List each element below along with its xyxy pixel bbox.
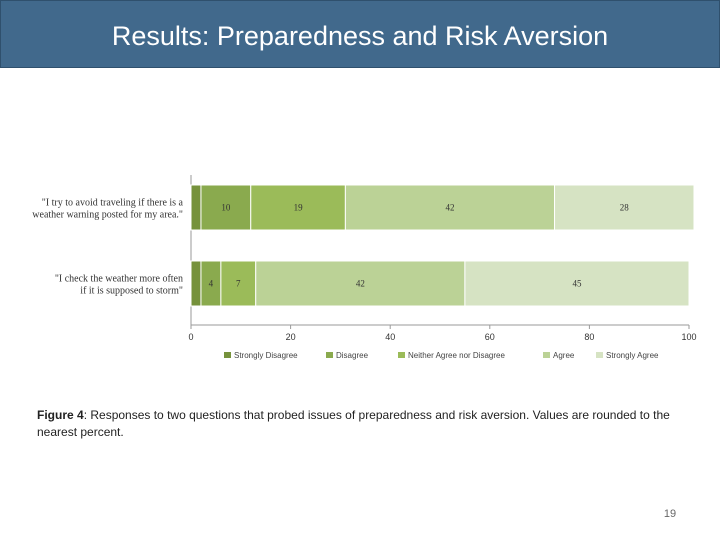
bar-segment xyxy=(190,184,202,231)
bar-value-label: 7 xyxy=(236,279,241,289)
bar-segment xyxy=(200,184,252,231)
bar-value-label: 10 xyxy=(221,203,231,213)
x-tick-label: 80 xyxy=(584,332,594,342)
x-tick-label: 40 xyxy=(385,332,395,342)
slide-title-bar: Results: Preparedness and Risk Aversion xyxy=(0,0,720,68)
page-number: 19 xyxy=(663,508,677,520)
bar-segment xyxy=(554,184,695,231)
category-label: "I try to avoid traveling if there is a xyxy=(42,198,184,209)
bar-value-label: 4 xyxy=(209,279,214,289)
bar-value-label: 45 xyxy=(572,279,582,289)
legend-swatch xyxy=(596,352,603,358)
legend-swatch xyxy=(326,352,333,358)
x-tick-label: 100 xyxy=(681,332,696,342)
bar-segment xyxy=(220,260,257,307)
category-label: if it is supposed to storm" xyxy=(80,286,183,297)
x-tick-label: 60 xyxy=(485,332,495,342)
legend-label: Strongly Disagree xyxy=(234,351,298,360)
caption-text: : Responses to two questions that probed… xyxy=(37,408,670,439)
x-tick-label: 0 xyxy=(188,332,193,342)
bar-segment xyxy=(255,260,466,307)
legend-swatch xyxy=(543,352,550,358)
stacked-bar-chart: 10 19 42 28 "I try to avoid traveling if the… xyxy=(32,175,697,360)
legend-label: Agree xyxy=(553,351,575,360)
bar-segment xyxy=(250,184,346,231)
figure-caption: Figure 4: Responses to two questions tha… xyxy=(37,407,697,441)
bar-segment xyxy=(464,260,690,307)
legend-label: Disagree xyxy=(336,351,369,360)
bar-value-label: 42 xyxy=(445,203,454,213)
x-tick-label: 20 xyxy=(286,332,296,342)
slide-title: Results: Preparedness and Risk Aversion xyxy=(111,20,609,51)
bar-segment xyxy=(344,184,556,231)
legend-label: Neither Agree nor Disagree xyxy=(408,351,505,360)
bar-value-label: 19 xyxy=(294,203,304,213)
bar-value-label: 28 xyxy=(620,203,630,213)
caption-label: Figure 4 xyxy=(37,408,84,422)
bar-value-label: 42 xyxy=(356,279,365,289)
legend-swatch xyxy=(224,352,231,358)
bar-segment xyxy=(190,260,202,307)
legend-swatch xyxy=(398,352,405,358)
category-label: "I check the weather more often xyxy=(55,274,183,285)
legend-label: Strongly Agree xyxy=(606,351,659,360)
category-label: weather warning posted for my area." xyxy=(32,210,183,221)
